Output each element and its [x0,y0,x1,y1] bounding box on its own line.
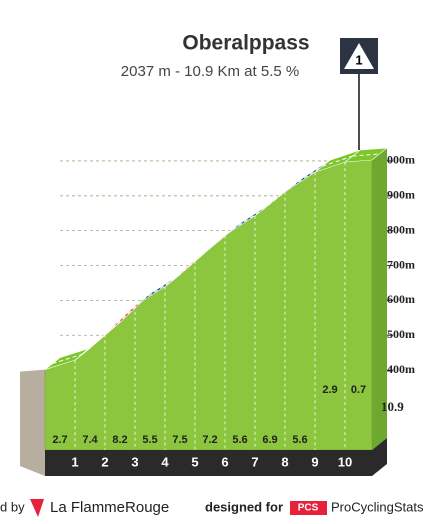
category-label: 1 [355,52,362,67]
footer-brand-right: ProCyclingStats [331,499,424,514]
km-label: 6 [221,454,228,469]
km-label: 4 [161,454,169,469]
gradient-label: 5.5 [142,434,157,446]
strip-dash [142,280,173,301]
km-label: 1 [71,454,78,469]
chart-title: Oberalppass [182,32,309,55]
gradient-label: 6.9 [262,434,277,446]
footer-brand: La FlammeRouge [50,499,169,516]
km-label: 8 [281,454,288,469]
y-tick-label: 1500m [381,327,415,341]
gradient-label: 5.6 [292,434,307,446]
gradient-label: 2.7 [52,434,67,446]
front-face [44,159,373,451]
total-distance: 10.9 [381,399,404,414]
footer-designed: designed for [205,499,283,514]
gradient-strip [344,147,388,163]
base-band [45,438,387,476]
gradient-label: 2.9 [322,384,337,396]
badge-triangle [344,43,374,69]
y-tick-label: 1900m [381,188,415,202]
gradient-label: 0.7 [351,384,366,396]
logo [30,499,44,517]
pcs-text: PCS [298,503,319,514]
y-tick-label: 1600m [381,292,415,306]
gradient-label: 7.2 [202,434,217,446]
gradient-label: 7.4 [82,434,98,446]
start-side [20,369,45,476]
gradient-label: 5.6 [232,434,247,446]
km-label: 9 [311,454,318,469]
strip-dash [322,155,353,167]
strip-dash [352,153,380,157]
km-label: 2 [101,454,108,469]
km-label: 3 [131,454,138,469]
km-label: 7 [251,454,258,469]
y-tick-label: 1400m [381,362,415,376]
gradient-label: 8.2 [112,434,127,446]
strip-dash [52,353,83,365]
km-label: 5 [191,454,198,469]
strip-dash [232,209,263,230]
footer: d by La FlammeRouge designed for PCS Pro… [0,499,424,517]
end-face [372,148,387,451]
pcs-logo [290,501,327,515]
y-tick-label: 1700m [381,257,415,271]
km-label: 10 [338,454,352,469]
y-tick-label: 2000m [381,153,415,167]
strip-dash [292,165,323,187]
footer-credit: d by [0,499,25,514]
chart-subtitle: 2037 m - 10.9 Km at 5.5 % [121,63,299,80]
gradient-label: 7.5 [172,434,187,446]
y-tick-label: 1800m [381,222,415,236]
